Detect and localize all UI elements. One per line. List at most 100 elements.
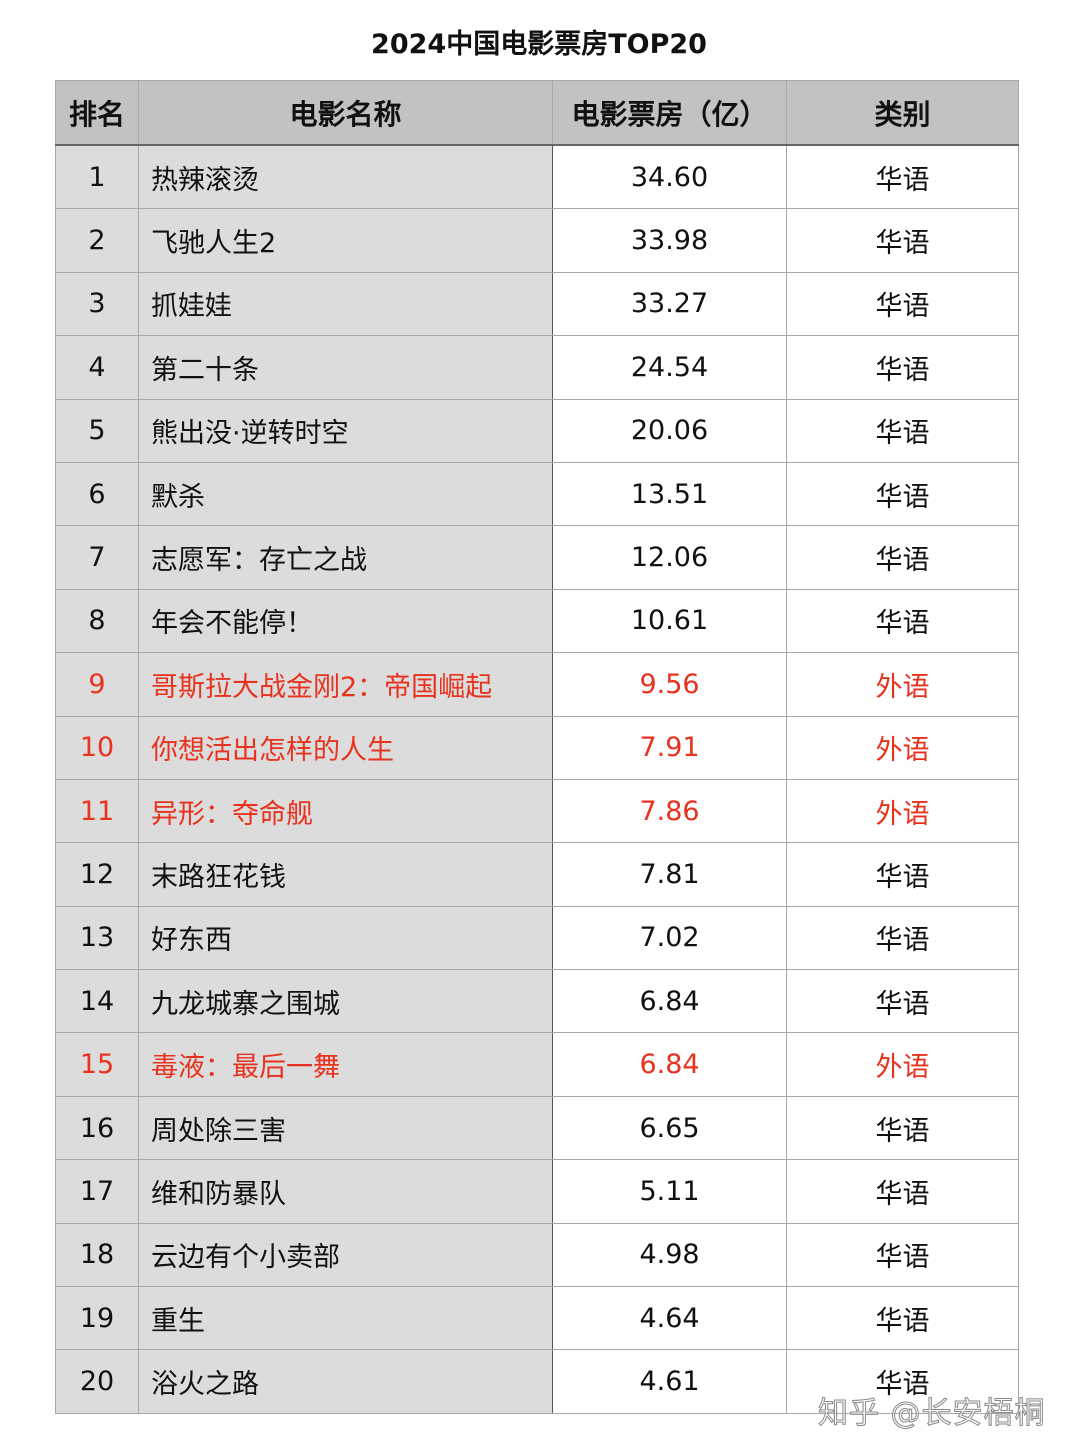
table-row: 8 年会不能停！ 10.61 华语 [55,588,1019,654]
cell-name: 浴火之路 [138,1349,553,1414]
cell-box-office: 5.11 [552,1159,787,1224]
cell-category: 华语 [786,461,1019,527]
table-row: 20 浴火之路 4.61 华语 [55,1349,1019,1414]
cell-rank: 3 [55,271,139,337]
cell-rank: 12 [55,842,139,907]
cell-name: 热辣滚烫 [138,144,553,210]
cell-rank: 9 [55,652,139,717]
cell-category: 外语 [786,778,1019,844]
table-row: 15 毒液：最后一舞 6.84 外语 [55,1032,1019,1097]
cell-box-office: 24.54 [552,335,787,400]
cell-category: 华语 [786,398,1019,463]
cell-category: 华语 [786,1349,1019,1414]
cell-category: 华语 [786,1286,1019,1351]
cell-category: 华语 [786,525,1019,590]
cell-name: 抓娃娃 [138,271,553,337]
cell-name: 熊出没·逆转时空 [138,398,553,463]
cell-box-office: 7.81 [552,842,787,907]
cell-box-office: 33.27 [552,271,787,337]
cell-rank: 11 [55,778,139,844]
table-row: 6 默杀 13.51 华语 [55,461,1019,527]
table-row: 18 云边有个小卖部 4.98 华语 [55,1222,1019,1288]
cell-box-office: 33.98 [552,208,787,273]
table-row: 10 你想活出怎样的人生 7.91 外语 [55,715,1019,780]
table-row: 19 重生 4.64 华语 [55,1286,1019,1351]
table-row: 12 末路狂花钱 7.81 华语 [55,842,1019,907]
cell-name: 默杀 [138,461,553,527]
cell-rank: 20 [55,1349,139,1414]
cell-box-office: 6.65 [552,1095,787,1161]
cell-rank: 17 [55,1159,139,1224]
cell-rank: 18 [55,1222,139,1288]
cell-name: 好东西 [138,905,553,971]
cell-rank: 7 [55,525,139,590]
cell-name: 九龙城寨之围城 [138,969,553,1034]
cell-name: 重生 [138,1286,553,1351]
cell-rank: 5 [55,398,139,463]
header-name: 电影名称 [138,80,553,146]
cell-rank: 1 [55,144,139,210]
cell-category: 外语 [786,652,1019,717]
cell-name: 第二十条 [138,335,553,400]
cell-name: 哥斯拉大战金刚2：帝国崛起 [138,652,553,717]
cell-category: 华语 [786,1159,1019,1224]
cell-rank: 4 [55,335,139,400]
header-rank: 排名 [55,80,139,146]
cell-box-office: 7.91 [552,715,787,780]
cell-box-office: 6.84 [552,969,787,1034]
cell-box-office: 4.61 [552,1349,787,1414]
cell-category: 华语 [786,144,1019,210]
cell-name: 周处除三害 [138,1095,553,1161]
table-row: 14 九龙城寨之围城 6.84 华语 [55,969,1019,1034]
cell-category: 华语 [786,588,1019,654]
cell-name: 飞驰人生2 [138,208,553,273]
cell-name: 你想活出怎样的人生 [138,715,553,780]
cell-box-office: 7.86 [552,778,787,844]
cell-box-office: 34.60 [552,144,787,210]
cell-box-office: 4.98 [552,1222,787,1288]
cell-category: 华语 [786,335,1019,400]
cell-rank: 2 [55,208,139,273]
table-row: 2 飞驰人生2 33.98 华语 [55,208,1019,273]
cell-rank: 19 [55,1286,139,1351]
header-row: 排名 电影名称 电影票房（亿） 类别 [55,80,1019,146]
table-title: 2024中国电影票房TOP20 [371,29,707,60]
cell-box-office: 6.84 [552,1032,787,1097]
table-row: 3 抓娃娃 33.27 华语 [55,271,1019,337]
cell-category: 外语 [786,1032,1019,1097]
header-box-office: 电影票房（亿） [552,80,787,146]
cell-box-office: 10.61 [552,588,787,654]
cell-rank: 6 [55,461,139,527]
cell-category: 华语 [786,905,1019,971]
cell-category: 华语 [786,1095,1019,1161]
cell-name: 末路狂花钱 [138,842,553,907]
table-row: 5 熊出没·逆转时空 20.06 华语 [55,398,1019,463]
cell-category: 华语 [786,271,1019,337]
cell-name: 维和防暴队 [138,1159,553,1224]
cell-box-office: 13.51 [552,461,787,527]
cell-rank: 10 [55,715,139,780]
cell-box-office: 20.06 [552,398,787,463]
table-row: 7 志愿军：存亡之战 12.06 华语 [55,525,1019,590]
cell-box-office: 9.56 [552,652,787,717]
table-row: 9 哥斯拉大战金刚2：帝国崛起 9.56 外语 [55,652,1019,717]
cell-category: 华语 [786,969,1019,1034]
cell-category: 华语 [786,208,1019,273]
cell-rank: 13 [55,905,139,971]
cell-name: 云边有个小卖部 [138,1222,553,1288]
box-office-table: 排名 电影名称 电影票房（亿） 类别 1 热辣滚烫 34.60 华语 2 飞驰人生2 33.… [55,80,1019,1414]
cell-rank: 16 [55,1095,139,1161]
cell-category: 华语 [786,1222,1019,1288]
cell-name: 毒液：最后一舞 [138,1032,553,1097]
table-row: 4 第二十条 24.54 华语 [55,335,1019,400]
table-row: 1 热辣滚烫 34.60 华语 [55,144,1019,210]
cell-rank: 8 [55,588,139,654]
cell-box-office: 12.06 [552,525,787,590]
cell-category: 外语 [786,715,1019,780]
cell-name: 志愿军：存亡之战 [138,525,553,590]
cell-box-office: 7.02 [552,905,787,971]
table-row: 11 异形：夺命舰 7.86 外语 [55,778,1019,844]
table-row: 16 周处除三害 6.65 华语 [55,1095,1019,1161]
cell-rank: 14 [55,969,139,1034]
cell-category: 华语 [786,842,1019,907]
